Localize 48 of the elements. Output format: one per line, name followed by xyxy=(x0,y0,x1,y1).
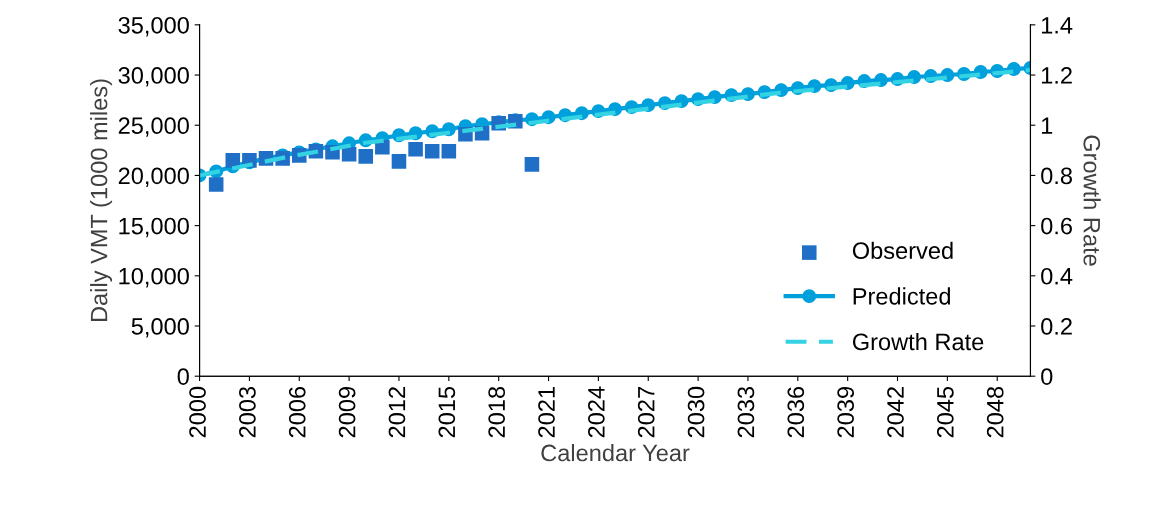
x-tick-label: 2048 xyxy=(986,386,1004,438)
legend-label: Observed xyxy=(852,241,953,260)
point xyxy=(225,153,241,168)
x-tick-label: 2036 xyxy=(787,386,805,438)
x-tick-label: 2027 xyxy=(637,387,655,438)
point xyxy=(424,144,440,159)
y-tick-label: 5,000 xyxy=(131,318,189,338)
x-tick-label: 2006 xyxy=(288,386,306,438)
y2-tick-label: 0.8 xyxy=(1041,167,1072,185)
x-tick-label: 2021 xyxy=(538,387,555,438)
x-tick-label: 2030 xyxy=(687,386,705,438)
y-axis-title: Daily VMT (1000 miles) xyxy=(90,79,113,322)
y-tick-label: 10,000 xyxy=(119,267,189,288)
y-tick-label: 20,000 xyxy=(118,167,189,187)
x-tick-label: 2003 xyxy=(239,386,256,438)
x-tick-label: 2033 xyxy=(737,386,755,438)
y-tick-label: 25,000 xyxy=(118,117,189,137)
legend-label: Growth Rate xyxy=(852,332,984,351)
x-tick-label: 2045 xyxy=(936,386,954,438)
point xyxy=(408,142,423,157)
x-tick-label: 2024 xyxy=(588,386,605,438)
y2-tick-label: 0 xyxy=(1041,368,1053,385)
x-tick-label: 2039 xyxy=(837,387,854,438)
y2-tick-label: 0.2 xyxy=(1041,318,1072,335)
y-tick-label: 30,000 xyxy=(118,67,189,87)
x-axis-title: Calendar Year xyxy=(541,443,690,462)
x-tick-label: 2009 xyxy=(338,387,356,438)
x-tick-label: 2012 xyxy=(388,387,406,438)
y2-tick-label: 0.6 xyxy=(1041,217,1072,235)
x-tick-label: 2015 xyxy=(438,386,456,438)
legend-label: Predicted xyxy=(853,287,950,305)
y2-axis-title: Growth Rate xyxy=(1083,135,1101,266)
y2-tick-label: 0.4 xyxy=(1041,267,1073,285)
x-tick-label: 2018 xyxy=(488,386,506,438)
point xyxy=(524,157,540,172)
x-tick-label: 2042 xyxy=(887,387,904,438)
point xyxy=(208,177,224,192)
y2-tick-label: 1.4 xyxy=(1041,17,1073,34)
y2-tick-label: 1 xyxy=(1041,117,1053,134)
point xyxy=(391,154,407,169)
x-tick-label: 2000 xyxy=(189,386,206,438)
point xyxy=(441,144,457,159)
point xyxy=(358,149,374,164)
y2-tick-label: 1.2 xyxy=(1041,67,1072,84)
y-tick-label: 15,000 xyxy=(119,217,189,238)
y-tick-label: 0 xyxy=(177,368,189,385)
point xyxy=(341,147,357,162)
y-tick-label: 35,000 xyxy=(118,16,189,37)
